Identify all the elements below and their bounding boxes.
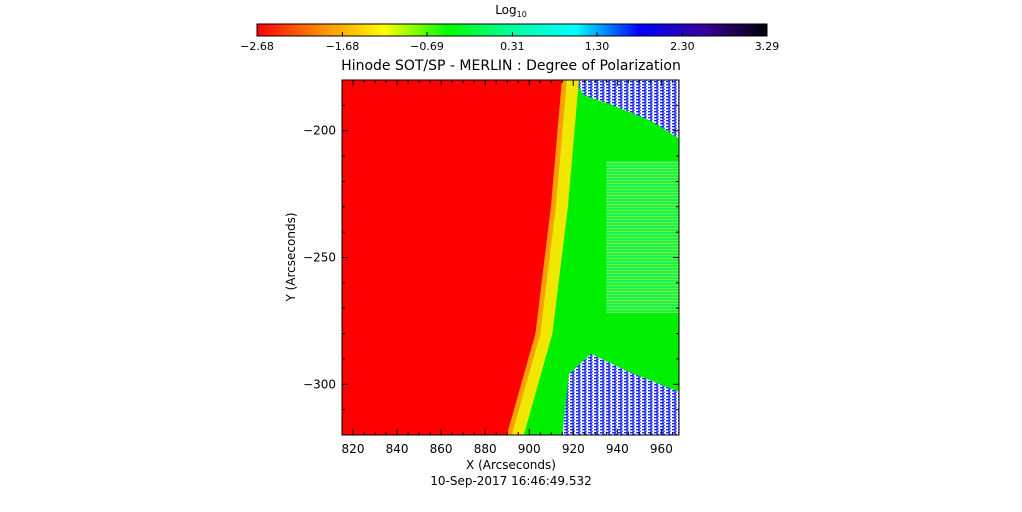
y-axis: −300 −250 −200 bbox=[303, 79, 679, 436]
colorbar-tick-label: 3.29 bbox=[755, 40, 780, 53]
x-tick-label: 840 bbox=[386, 442, 409, 456]
limb-band bbox=[507, 80, 579, 435]
y-tick-label: −200 bbox=[303, 124, 336, 138]
colorbar-tick-label: 2.30 bbox=[670, 40, 695, 53]
y-tick-label: −300 bbox=[303, 377, 336, 391]
x-tick-label: 860 bbox=[430, 442, 453, 456]
timestamp: 10-Sep-2017 16:46:49.532 bbox=[430, 474, 592, 488]
x-tick-label: 880 bbox=[474, 442, 497, 456]
x-tick-label: 900 bbox=[518, 442, 541, 456]
x-tick-label: 820 bbox=[342, 442, 365, 456]
noise-region-top bbox=[573, 80, 679, 139]
chart-title: Hinode SOT/SP - MERLIN : Degree of Polar… bbox=[341, 58, 681, 74]
y-axis-label: Y (Arcseconds) bbox=[284, 212, 298, 302]
y-tick-label: −250 bbox=[303, 251, 336, 265]
x-tick-label: 940 bbox=[606, 442, 629, 456]
x-tick-label: 920 bbox=[562, 442, 585, 456]
x-axis-label: X (Arcseconds) bbox=[466, 458, 556, 472]
x-tick-label: 960 bbox=[650, 442, 673, 456]
x-axis: 820 840 860 880 900 920 940 960 bbox=[341, 80, 673, 456]
colorbar-ticks: −2.68 −1.68 −0.69 0.31 1.30 2.30 3.29 bbox=[240, 32, 779, 53]
colorbar-tick-label: 1.30 bbox=[585, 40, 610, 53]
noise-region-bottom bbox=[562, 353, 679, 435]
colorbar-tick-label: 0.31 bbox=[500, 40, 525, 53]
polarization-map bbox=[342, 80, 679, 435]
colorbar-label: Log10 bbox=[495, 3, 527, 19]
colorbar-tick-label: −1.68 bbox=[326, 40, 360, 53]
colorbar-tick-label: −0.69 bbox=[410, 40, 444, 53]
colorbar-tick-label: −2.68 bbox=[240, 40, 274, 53]
off-limb-striped-region bbox=[606, 161, 679, 314]
limb-edge bbox=[506, 80, 567, 435]
